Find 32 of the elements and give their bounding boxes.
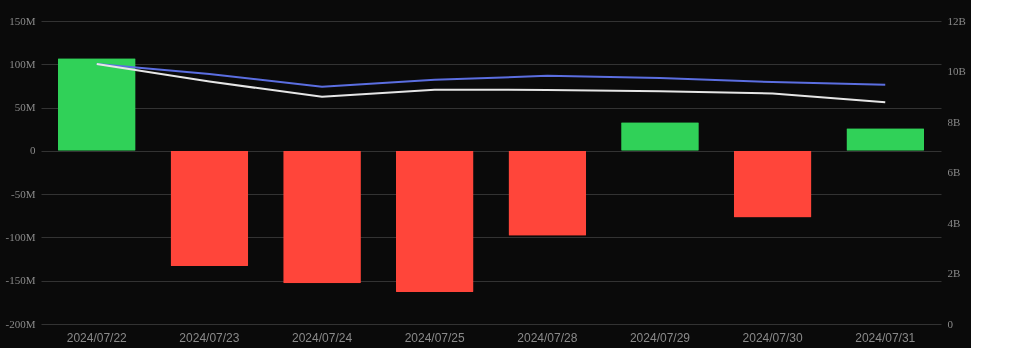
y2-tick-label: 0 [947,317,954,330]
bar [508,150,587,236]
y-tick-label: 150M [9,14,36,27]
y2-tick-label: 8B [947,115,961,128]
y2-tick-label: 6B [947,166,961,178]
y2-tick-label: 2B [947,267,961,279]
y-tick-label: 100M [9,57,36,70]
x-tick-label: 2024/07/29 [629,330,691,345]
y-tick-label: -200M [5,317,36,330]
line-series [95,62,887,104]
y-tick-label: -100M [5,230,36,243]
y2-tick-label: 4B [947,216,961,229]
x-tick-label: 2024/07/25 [404,330,466,345]
bar [621,122,699,151]
x-tick-label: 2024/07/30 [742,330,803,345]
y2-tick-label: 12B [947,14,966,27]
bar [846,128,925,151]
x-tick-label: 2024/07/31 [855,330,916,345]
y-tick-label: -50M [11,187,36,200]
bar [733,150,812,218]
y-tick-label: 50M [14,101,36,114]
bar [395,150,474,292]
y-tick-label: 0 [30,144,36,157]
x-tick-label: 2024/07/28 [517,330,578,345]
x-tick-label: 2024/07/23 [179,330,240,345]
bar [57,58,136,151]
x-tick-label: 2024/07/24 [292,330,353,345]
bar [170,150,249,266]
y2-tick-label: 10B [947,65,966,77]
bar [283,150,361,284]
y-tick-label: -150M [5,274,36,287]
x-tick-label: 2024/07/22 [66,330,128,345]
